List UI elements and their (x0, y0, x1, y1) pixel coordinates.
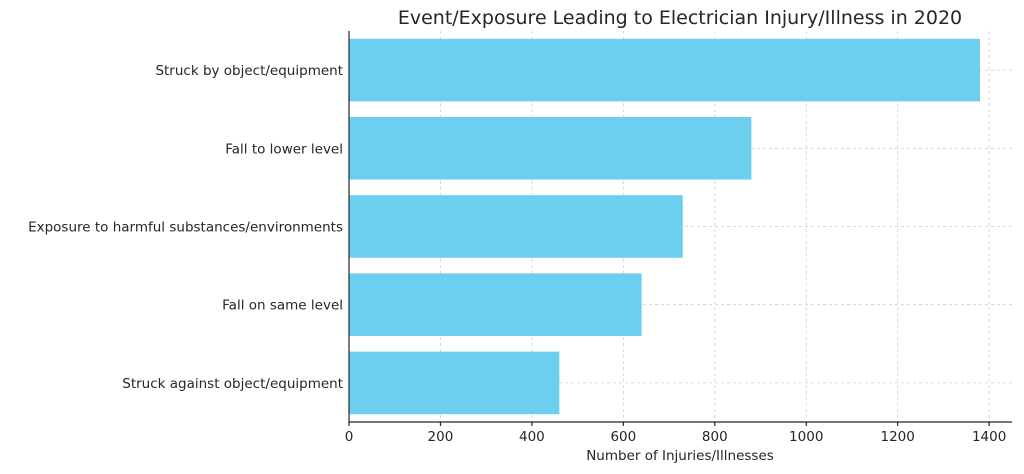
x-tick-label: 1400 (972, 429, 1006, 445)
x-axis-label: Number of Injuries/Illnesses (586, 448, 774, 464)
chart-title: Event/Exposure Leading to Electrician In… (398, 7, 962, 29)
category-label: Exposure to harmful substances/environme… (28, 220, 343, 236)
bars (349, 38, 980, 415)
bar-5 (349, 351, 560, 415)
bar-4 (349, 273, 642, 336)
x-tick-label: 0 (345, 429, 354, 445)
x-tick-label: 200 (428, 429, 454, 445)
axes: Struck by object/equipment Fall to lower … (28, 31, 1012, 445)
x-tick-label: 400 (519, 429, 545, 445)
category-label: Struck by object/equipment (155, 63, 343, 79)
x-tick-label: 1000 (789, 429, 823, 445)
bar-3 (349, 195, 683, 258)
category-label: Fall to lower level (225, 141, 343, 157)
category-label: Struck against object/equipment (122, 376, 343, 392)
category-label: Fall on same level (222, 298, 343, 314)
x-tick-label: 600 (610, 429, 636, 445)
x-tick-label: 1200 (881, 429, 915, 445)
x-tick-label: 800 (702, 429, 728, 445)
bar-2 (349, 117, 752, 180)
bar-1 (349, 38, 980, 102)
